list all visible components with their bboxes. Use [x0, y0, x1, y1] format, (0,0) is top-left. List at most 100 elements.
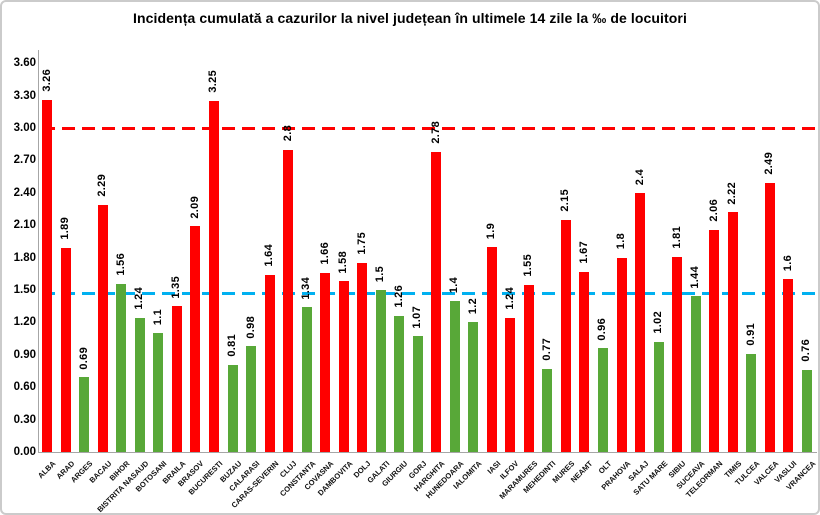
bar-value-label-calarasi: 0.98: [244, 315, 257, 339]
bar-hunedoara: [449, 300, 460, 452]
bar-value-label-suceava: 1.44: [689, 265, 702, 289]
bar-value-label-cluj: 2.8: [281, 125, 294, 142]
bar-galati: [375, 290, 386, 452]
bar-sibiu: [672, 256, 683, 452]
bar-valcea: [764, 183, 775, 452]
bar-gorj: [412, 336, 423, 452]
bar-value-label-tulcea: 0.91: [744, 323, 757, 346]
blue-threshold-line: [42, 291, 816, 295]
bar-value-label-satu-mare: 1.02: [652, 311, 665, 334]
y-tick-label: 0.60: [13, 381, 36, 394]
bar-value-label-giurgiu: 1.26: [392, 285, 405, 308]
bar-value-label-braila: 1.35: [170, 275, 183, 299]
bar-value-label-mures: 2.15: [559, 189, 572, 212]
bar-alba: [42, 99, 53, 452]
bar-mehedinti: [542, 368, 553, 452]
bar-bacau: [97, 204, 108, 452]
bar-constanta: [301, 307, 312, 452]
bar-value-label-gorj: 1.07: [411, 305, 424, 329]
bar-value-label-harghita: 2.78: [429, 121, 442, 144]
bar-ialomita: [468, 322, 479, 452]
bar-value-label-bacau: 2.29: [96, 174, 109, 197]
y-tick-label: 0.90: [13, 348, 36, 361]
bar-dambovita: [338, 281, 349, 452]
bar-value-label-neamt: 1.67: [577, 241, 590, 264]
chart-title: Incidența cumulată a cazurilor la nivel …: [133, 10, 687, 26]
bar-prahova: [616, 257, 627, 452]
bar-value-label-iasi: 1.9: [485, 222, 498, 239]
bar-caras-severin: [264, 274, 275, 452]
y-tick-label: 2.10: [13, 219, 36, 232]
bar-value-label-salaj: 2.4: [633, 168, 646, 185]
y-tick-label: 2.70: [13, 154, 36, 167]
y-tick-label: 3.60: [13, 57, 36, 70]
bar-harghita: [431, 151, 442, 452]
y-tick-label: 3.00: [13, 122, 36, 134]
bar-vaslui: [783, 279, 794, 452]
bar-calarasi: [246, 346, 257, 452]
bar-value-label-constanta: 1.34: [300, 276, 313, 300]
y-tick-label: 1.20: [13, 316, 36, 329]
bar-botosani: [153, 333, 164, 452]
bar-value-label-maramures: 1.55: [522, 254, 535, 277]
bar-arges: [79, 377, 90, 452]
bar-value-label-dambovita: 1.58: [337, 250, 350, 274]
bar-value-label-valcea: 2.49: [763, 152, 776, 176]
bar-value-label-arges: 0.69: [77, 346, 90, 370]
bar-iasi: [486, 246, 497, 452]
bar-value-label-covasna: 1.66: [318, 242, 331, 265]
bar-giurgiu: [394, 315, 405, 452]
bar-neamt: [579, 271, 590, 452]
bar-dolj: [357, 263, 368, 452]
y-tick-label: 2.40: [13, 186, 36, 199]
bar-value-label-vrancea: 0.76: [800, 339, 813, 362]
y-tick-label: 0.00: [13, 446, 36, 458]
bar-maramures: [523, 284, 534, 452]
bar-covasna: [320, 272, 331, 452]
bar-value-label-ilfov: 1.24: [503, 287, 516, 311]
bar-value-label-caras-severin: 1.64: [263, 244, 276, 267]
y-axis-line: [38, 50, 39, 453]
bar-value-label-vaslui: 1.6: [781, 255, 794, 272]
bar-suceava: [690, 296, 701, 452]
bar-value-label-galati: 1.5: [374, 265, 387, 282]
bar-value-label-sibiu: 1.81: [670, 225, 683, 249]
bar-value-label-alba: 3.26: [40, 69, 53, 92]
bar-satu-mare: [653, 341, 664, 452]
bar-value-label-prahova: 1.8: [615, 233, 627, 250]
bar-value-label-olt: 0.96: [596, 317, 609, 341]
bar-value-label-teleorman: 2.06: [707, 198, 720, 222]
y-tick-label: 1.50: [13, 284, 36, 296]
x-axis-line: [38, 452, 817, 453]
bar-value-label-dolj: 1.75: [355, 232, 368, 255]
bar-value-label-botosani: 1.1: [151, 309, 164, 326]
bar-value-label-buzau: 0.81: [226, 333, 238, 357]
bar-ilfov: [505, 318, 516, 452]
y-tick-label: 1.80: [13, 251, 36, 264]
bar-cluj: [283, 149, 294, 452]
y-tick-label: 3.30: [13, 89, 36, 102]
bar-timis: [727, 212, 738, 452]
bar-brasov: [190, 226, 201, 452]
bar-value-label-ialomita: 1.2: [466, 298, 479, 315]
bar-bucuresti: [208, 101, 219, 452]
x-category-label-alba: ALBA: [36, 459, 58, 481]
bar-braila: [171, 306, 182, 452]
bar-vrancea: [801, 369, 812, 452]
bar-value-label-brasov: 2.09: [188, 195, 201, 219]
bar-value-label-bihor: 1.56: [114, 252, 127, 276]
y-tick-label: 0.30: [13, 413, 36, 426]
red-threshold-line: [42, 126, 816, 130]
bar-value-label-arad: 1.89: [59, 217, 72, 240]
bar-tulcea: [746, 353, 757, 452]
bar-olt: [597, 348, 608, 452]
bar-value-label-mehedinti: 0.77: [540, 338, 553, 361]
bar-mures: [560, 219, 571, 452]
bar-value-label-bistrita-nasaud: 1.24: [133, 287, 146, 311]
bar-bistrita-nasaud: [134, 318, 145, 452]
bar-arad: [60, 247, 71, 452]
bar-buzau: [227, 364, 238, 452]
bar-value-label-hunedoara: 1.4: [448, 276, 461, 293]
bar-value-label-bucuresti: 3.25: [207, 70, 220, 93]
